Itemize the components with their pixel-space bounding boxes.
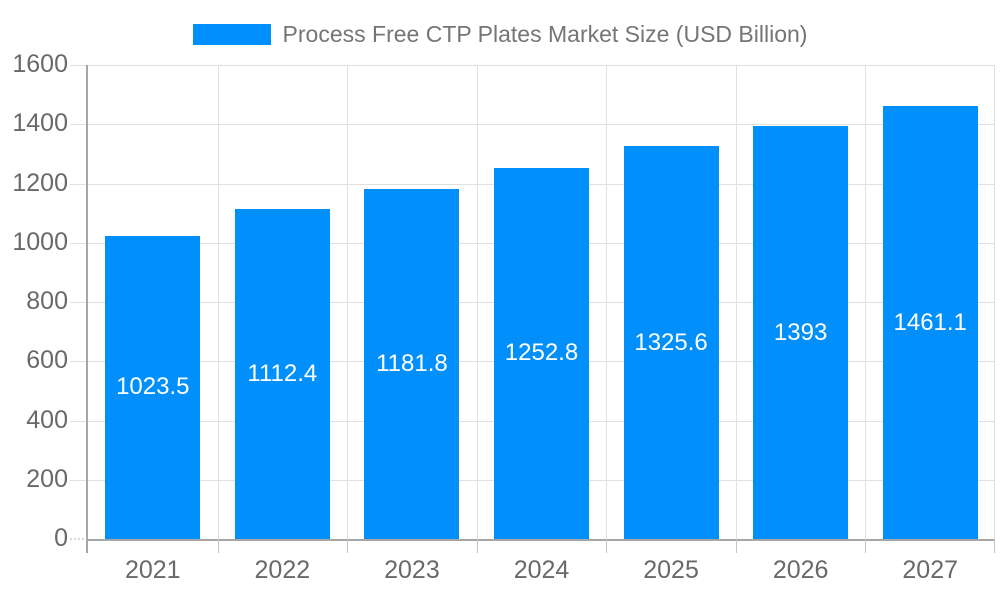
bar-2024[interactable]: 1252.8 <box>494 167 589 539</box>
y-axis-label: 600 <box>26 346 68 375</box>
vertical-gridline <box>217 65 219 539</box>
horizontal-gridline <box>88 124 995 126</box>
x-axis-tick <box>476 539 478 553</box>
y-axis-label: 1200 <box>12 168 68 197</box>
x-axis-tick <box>217 539 219 553</box>
horizontal-gridline <box>88 65 995 66</box>
vertical-gridline <box>347 65 349 539</box>
legend-swatch-icon <box>192 24 271 45</box>
x-axis-tick <box>994 539 995 553</box>
y-axis-label: 0 <box>54 523 68 552</box>
y-axis-tick <box>70 479 88 481</box>
x-axis-label-2023: 2023 <box>384 556 440 584</box>
y-axis-tick <box>70 420 88 422</box>
x-axis-label-2021: 2021 <box>124 556 181 584</box>
bar-value-label: 1393 <box>773 318 828 346</box>
y-axis-label: 800 <box>26 286 68 315</box>
bar-value-label: 1181.8 <box>376 349 448 377</box>
bar-2026[interactable]: 1393 <box>753 126 849 539</box>
x-axis-label-2027: 2027 <box>902 556 959 584</box>
x-axis-tick <box>606 539 608 553</box>
y-axis-line <box>86 65 88 553</box>
vertical-gridline <box>606 65 608 539</box>
y-axis-label: 200 <box>26 464 68 493</box>
bar-value-label: 1252.8 <box>504 339 579 367</box>
bar-2023[interactable]: 1181.8 <box>364 188 460 539</box>
bar-2027[interactable]: 1461.1 <box>882 106 978 539</box>
bar-2021[interactable]: 1023.5 <box>105 235 201 539</box>
bar-2025[interactable]: 1325.6 <box>623 146 719 539</box>
x-axis-tick <box>865 539 867 553</box>
bar-value-label: 1461.1 <box>893 308 967 336</box>
bar-2022[interactable]: 1112.4 <box>234 209 330 539</box>
y-axis-tick <box>70 361 88 363</box>
x-axis-label-2026: 2026 <box>772 556 829 584</box>
y-axis-tick <box>70 124 88 126</box>
vertical-gridline <box>865 65 867 539</box>
plot-right-border <box>994 65 995 539</box>
vertical-gridline <box>476 65 478 539</box>
bar-value-label: 1325.6 <box>634 328 708 356</box>
y-axis-label: 1400 <box>12 109 68 138</box>
legend-label: Process Free CTP Plates Market Size (USD… <box>282 21 808 47</box>
y-axis-label: 400 <box>26 405 68 434</box>
legend[interactable]: Process Free CTP Plates Market Size (USD… <box>0 21 1000 48</box>
y-axis-label: 1600 <box>12 49 68 78</box>
y-axis-tick <box>70 302 88 303</box>
x-axis-tick <box>735 539 737 553</box>
vertical-gridline <box>735 65 737 539</box>
x-axis-line <box>88 539 995 541</box>
x-axis-label-2025: 2025 <box>643 556 699 584</box>
x-axis-label-2022: 2022 <box>254 556 311 584</box>
x-axis-tick <box>347 539 349 553</box>
y-axis-tick <box>70 183 88 185</box>
y-axis-label: 1000 <box>12 227 68 256</box>
y-axis-tick <box>70 538 88 540</box>
bar-value-label: 1023.5 <box>116 373 190 401</box>
y-axis-tick <box>70 242 88 244</box>
bar-value-label: 1112.4 <box>247 360 318 388</box>
y-axis-tick <box>70 65 88 66</box>
x-axis-label-2024: 2024 <box>513 556 570 584</box>
